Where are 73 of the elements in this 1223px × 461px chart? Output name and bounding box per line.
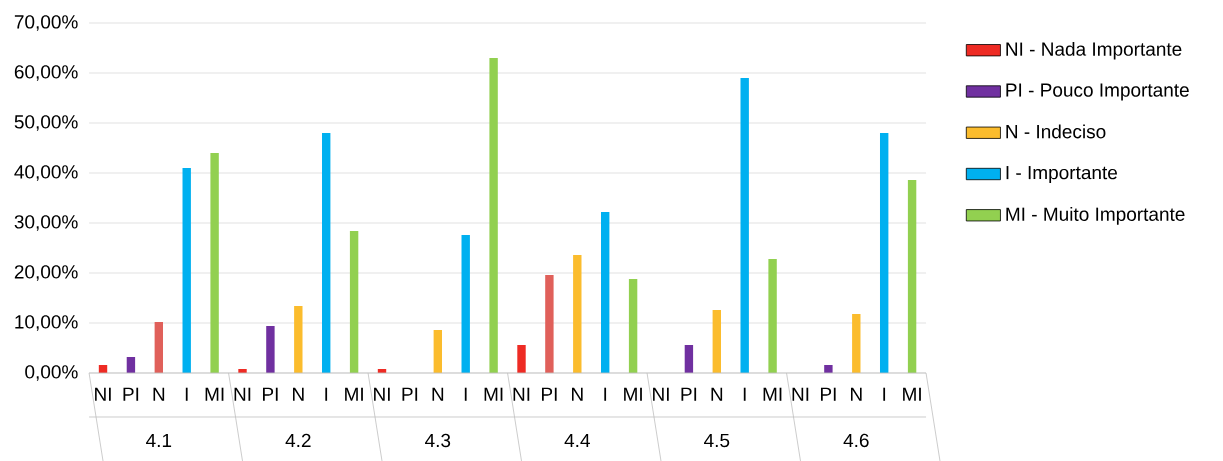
bar (210, 153, 219, 373)
x-tick-label: MI (484, 387, 503, 401)
bar (489, 58, 498, 373)
bar (182, 168, 191, 373)
x-tick-label: PI (541, 387, 557, 401)
x-tick-label: PI (123, 387, 139, 401)
x-tick-label: NI (234, 387, 251, 401)
bar (433, 329, 442, 373)
bar (879, 132, 889, 373)
bar (740, 77, 749, 373)
bar (517, 344, 526, 373)
x-tick-label: I (464, 387, 467, 401)
bar (684, 344, 694, 373)
x-tick-label: MI (624, 387, 642, 401)
x-tick-label: NI (792, 387, 809, 401)
x-tick-label: I (325, 387, 328, 401)
bar (266, 325, 275, 373)
x-tick-label: MI (205, 387, 224, 401)
x-tick-label: MI (345, 387, 363, 401)
bar (349, 230, 359, 373)
x-tick-label: N (293, 387, 304, 401)
x-tick-label: I (743, 387, 746, 401)
legend-label: I - Importante (1006, 166, 1117, 184)
x-tick-label: NI (95, 387, 111, 401)
x-tick-label: PI (820, 387, 836, 401)
x-tick-label: I (185, 387, 188, 401)
text: 4.3 (425, 433, 451, 448)
bar (545, 274, 554, 373)
x-tick-label: PI (681, 387, 697, 401)
y-tick-label: 70,00% (14, 15, 78, 31)
y-tick-label: 30,00% (14, 215, 78, 231)
bar (126, 356, 136, 373)
x-tick-label: N (153, 387, 165, 401)
x-tick-label: I (604, 387, 607, 401)
y-tick-label: 40,00% (14, 165, 78, 181)
x-tick-label: N (572, 387, 583, 401)
bar (907, 179, 917, 373)
x-tick-label: N (851, 387, 862, 401)
bar (768, 258, 777, 373)
x-tick-label: MI (903, 387, 921, 401)
bar (461, 234, 470, 373)
bar (573, 254, 582, 373)
bar (154, 321, 164, 373)
x-tick-label: NI (513, 387, 530, 401)
x-tick-label: MI (763, 387, 782, 401)
bar (712, 309, 721, 373)
legend-label: N - Indeciso (1006, 124, 1106, 139)
x-tick-label: PI (402, 387, 418, 401)
bar (322, 132, 331, 373)
text: 4.4 (564, 433, 590, 447)
text: 4.6 (843, 433, 869, 448)
bar (601, 211, 610, 373)
bar (294, 305, 303, 373)
bar (852, 313, 861, 373)
text: 4.1 (146, 433, 172, 447)
legend-label: NI - Nada Importante (1006, 41, 1182, 60)
y-tick-label: 10,00% (15, 315, 78, 331)
x-tick-label: N (711, 387, 723, 401)
x-tick-label: N (432, 387, 444, 401)
y-tick-label: 50,00% (14, 115, 78, 131)
y-tick-label: 0,00% (25, 365, 78, 381)
y-tick-label: 60,00% (14, 65, 78, 81)
text: 4.2 (285, 433, 311, 447)
text: 4.5 (704, 433, 730, 448)
y-tick-label: 20,00% (14, 265, 78, 281)
bar (824, 364, 833, 373)
x-tick-label: NI (653, 387, 669, 401)
legend-label: MI - Muito Importante (1006, 206, 1185, 225)
x-tick-label: NI (374, 387, 390, 401)
legend-label: PI - Pouco Importante (1006, 83, 1189, 101)
x-tick-label: PI (263, 387, 278, 401)
bar (628, 278, 638, 373)
x-tick-label: I (883, 387, 886, 401)
